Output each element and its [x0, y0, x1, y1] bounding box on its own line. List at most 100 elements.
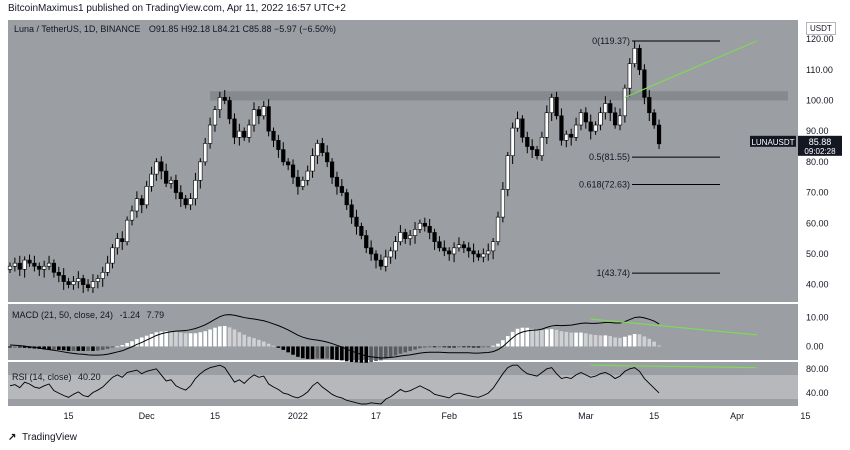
candle-body: [46, 262, 52, 267]
macd-histogram-bar: [330, 346, 334, 360]
candle: [310, 148, 315, 178]
macd-histogram-bar: [574, 332, 578, 347]
candle-body: [178, 192, 183, 199]
candle-body: [559, 115, 564, 141]
time-tick-label: 15: [210, 411, 220, 421]
tradingview-logo[interactable]: ↗ TradingView: [8, 432, 77, 443]
candle: [37, 262, 42, 277]
macd-pane[interactable]: [8, 304, 798, 360]
candle-body: [27, 259, 32, 264]
published-info: BitcoinMaximus1 published on TradingView…: [8, 3, 346, 14]
candle: [329, 158, 335, 184]
candle: [66, 277, 71, 289]
price-tag-value: 85.88: [809, 137, 832, 147]
candle-body: [520, 118, 525, 138]
time-axis[interactable]: [8, 406, 798, 424]
candle-body: [622, 87, 627, 117]
candle-body: [652, 112, 657, 126]
rsi-tick-label: 40.00: [806, 388, 829, 398]
currency-label[interactable]: USDT: [806, 22, 836, 35]
macd-histogram-bar: [154, 332, 159, 347]
price-pane[interactable]: [8, 20, 798, 302]
macd-histogram-bar: [374, 346, 378, 362]
candle: [22, 256, 27, 278]
candle: [320, 137, 325, 157]
candle: [393, 236, 398, 260]
candle-body: [544, 112, 549, 138]
price-axis[interactable]: [798, 20, 842, 406]
candle: [334, 171, 340, 195]
candle: [408, 230, 413, 246]
macd-histogram-bar: [305, 346, 310, 359]
candle-body: [393, 241, 398, 252]
candle: [276, 134, 281, 158]
macd-histogram-bar: [418, 346, 422, 349]
candle: [588, 114, 593, 140]
candle-body: [110, 247, 115, 264]
candle-body: [37, 265, 42, 270]
candle-body: [637, 47, 642, 71]
macd-histogram-bar: [549, 329, 554, 347]
macd-histogram-bar: [520, 327, 525, 347]
candle: [266, 99, 271, 137]
candle: [369, 240, 374, 261]
macd-legend: MACD (21, 50, close, 24) -1.24 7.79: [12, 310, 164, 320]
macd-histogram-bar: [203, 331, 207, 347]
candle: [251, 102, 257, 132]
pane-separator[interactable]: [8, 302, 842, 304]
macd-histogram-bar: [222, 325, 227, 347]
candle: [412, 222, 418, 244]
candle: [500, 182, 505, 223]
candle: [495, 211, 501, 246]
candle: [144, 180, 149, 209]
pane-separator[interactable]: [8, 360, 842, 362]
macd-histogram-bar: [247, 336, 251, 347]
candle-body: [408, 235, 413, 239]
macd-histogram-bar: [398, 346, 403, 354]
candle-body: [354, 216, 359, 227]
publish-bar: [0, 0, 850, 20]
macd-histogram-bar: [120, 345, 125, 347]
candle-body: [256, 109, 261, 117]
candle-body: [432, 232, 437, 242]
macd-histogram-bar: [354, 346, 359, 363]
candle: [237, 123, 242, 146]
candle-body: [232, 118, 237, 138]
candle: [154, 158, 159, 181]
candle: [471, 243, 476, 263]
macd-histogram-bar: [476, 346, 481, 348]
candle-body: [515, 118, 520, 129]
candle-body: [554, 97, 559, 117]
candle-body: [417, 222, 423, 230]
candle: [451, 242, 457, 263]
candle: [129, 205, 135, 226]
price-tick-label: 60.00: [806, 218, 829, 228]
candle: [261, 101, 266, 120]
candle-body: [66, 281, 71, 285]
macd-histogram-bar: [584, 333, 588, 347]
candle: [515, 111, 520, 132]
macd-value-1: -1.24: [119, 310, 141, 320]
candle-body: [632, 47, 637, 64]
candle-body: [266, 106, 271, 132]
macd-histogram-bar: [320, 346, 325, 359]
macd-histogram-bar: [647, 338, 652, 347]
macd-histogram-bar: [301, 346, 305, 359]
macd-histogram-bar: [496, 343, 500, 347]
candle: [207, 117, 213, 149]
candle-body: [149, 173, 154, 187]
candle: [476, 250, 481, 261]
candle: [198, 158, 203, 189]
candle-body: [12, 262, 17, 267]
candle: [398, 225, 403, 246]
price-tag-bg: [798, 135, 842, 156]
candle: [61, 268, 66, 290]
candle-body: [105, 262, 110, 273]
macd-divergence-line: [590, 318, 757, 336]
candle-body: [320, 143, 325, 153]
candle: [510, 122, 515, 165]
candle: [173, 174, 179, 200]
candle-body: [7, 265, 13, 270]
candle: [461, 241, 466, 254]
macd-histogram-bar: [227, 327, 232, 347]
